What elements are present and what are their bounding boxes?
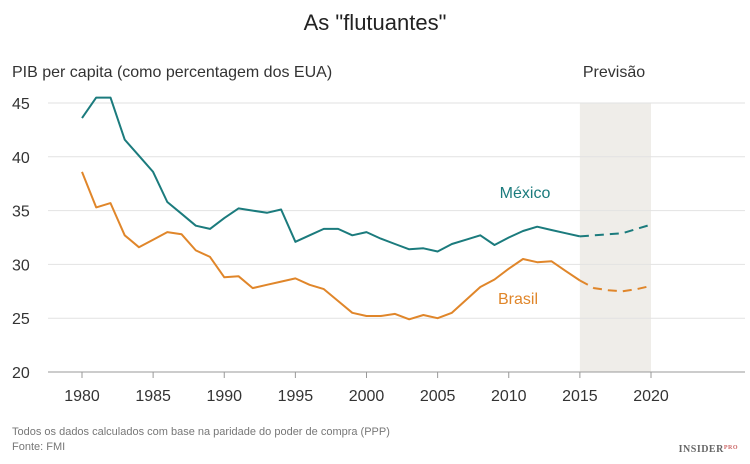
y-ticks: 20 25 30 35 40 45 <box>12 96 30 382</box>
x-tick-label: 2015 <box>562 388 598 405</box>
y-tick-label: 45 <box>12 96 30 113</box>
x-tick-label: 2010 <box>491 388 527 405</box>
x-ticks: 1980 1985 1990 1995 2000 2005 2010 2015 2020 <box>64 372 669 405</box>
y-tick-label: 40 <box>12 150 30 167</box>
series-forecast-line-brasil <box>579 279 652 293</box>
footnote: Todos os dados calculados com base na pa… <box>12 426 390 438</box>
y-tick-label: 35 <box>12 204 30 221</box>
y-axis-label: PIB per capita (como percentagem dos EUA… <box>12 64 332 81</box>
series-label-brasil: Brasil <box>498 291 538 308</box>
forecast-band <box>579 103 651 372</box>
y-tick-label: 20 <box>12 365 30 382</box>
y-tick-label: 25 <box>12 311 30 328</box>
y-tick-label: 30 <box>12 257 30 274</box>
x-tick-label: 1995 <box>278 388 314 405</box>
series-line-mexico <box>81 96 581 253</box>
source: Fonte: FMI <box>12 441 65 453</box>
series-label-mexico: México <box>500 185 551 202</box>
x-tick-label: 2000 <box>349 388 385 405</box>
x-tick-label: 1985 <box>135 388 171 405</box>
chart-title: As "flutuantes" <box>304 10 447 35</box>
insider-pro-logo: INSIDERPRO <box>679 444 738 455</box>
gridlines <box>48 102 745 373</box>
x-tick-label: 1980 <box>64 388 100 405</box>
series-line-brasil <box>81 171 581 321</box>
series-forecast-line-mexico <box>579 223 652 238</box>
x-tick-label: 2005 <box>420 388 456 405</box>
forecast-label: Previsão <box>583 64 645 81</box>
x-tick-label: 2020 <box>633 388 669 405</box>
series-lines <box>81 96 652 321</box>
x-tick-label: 1990 <box>206 388 242 405</box>
